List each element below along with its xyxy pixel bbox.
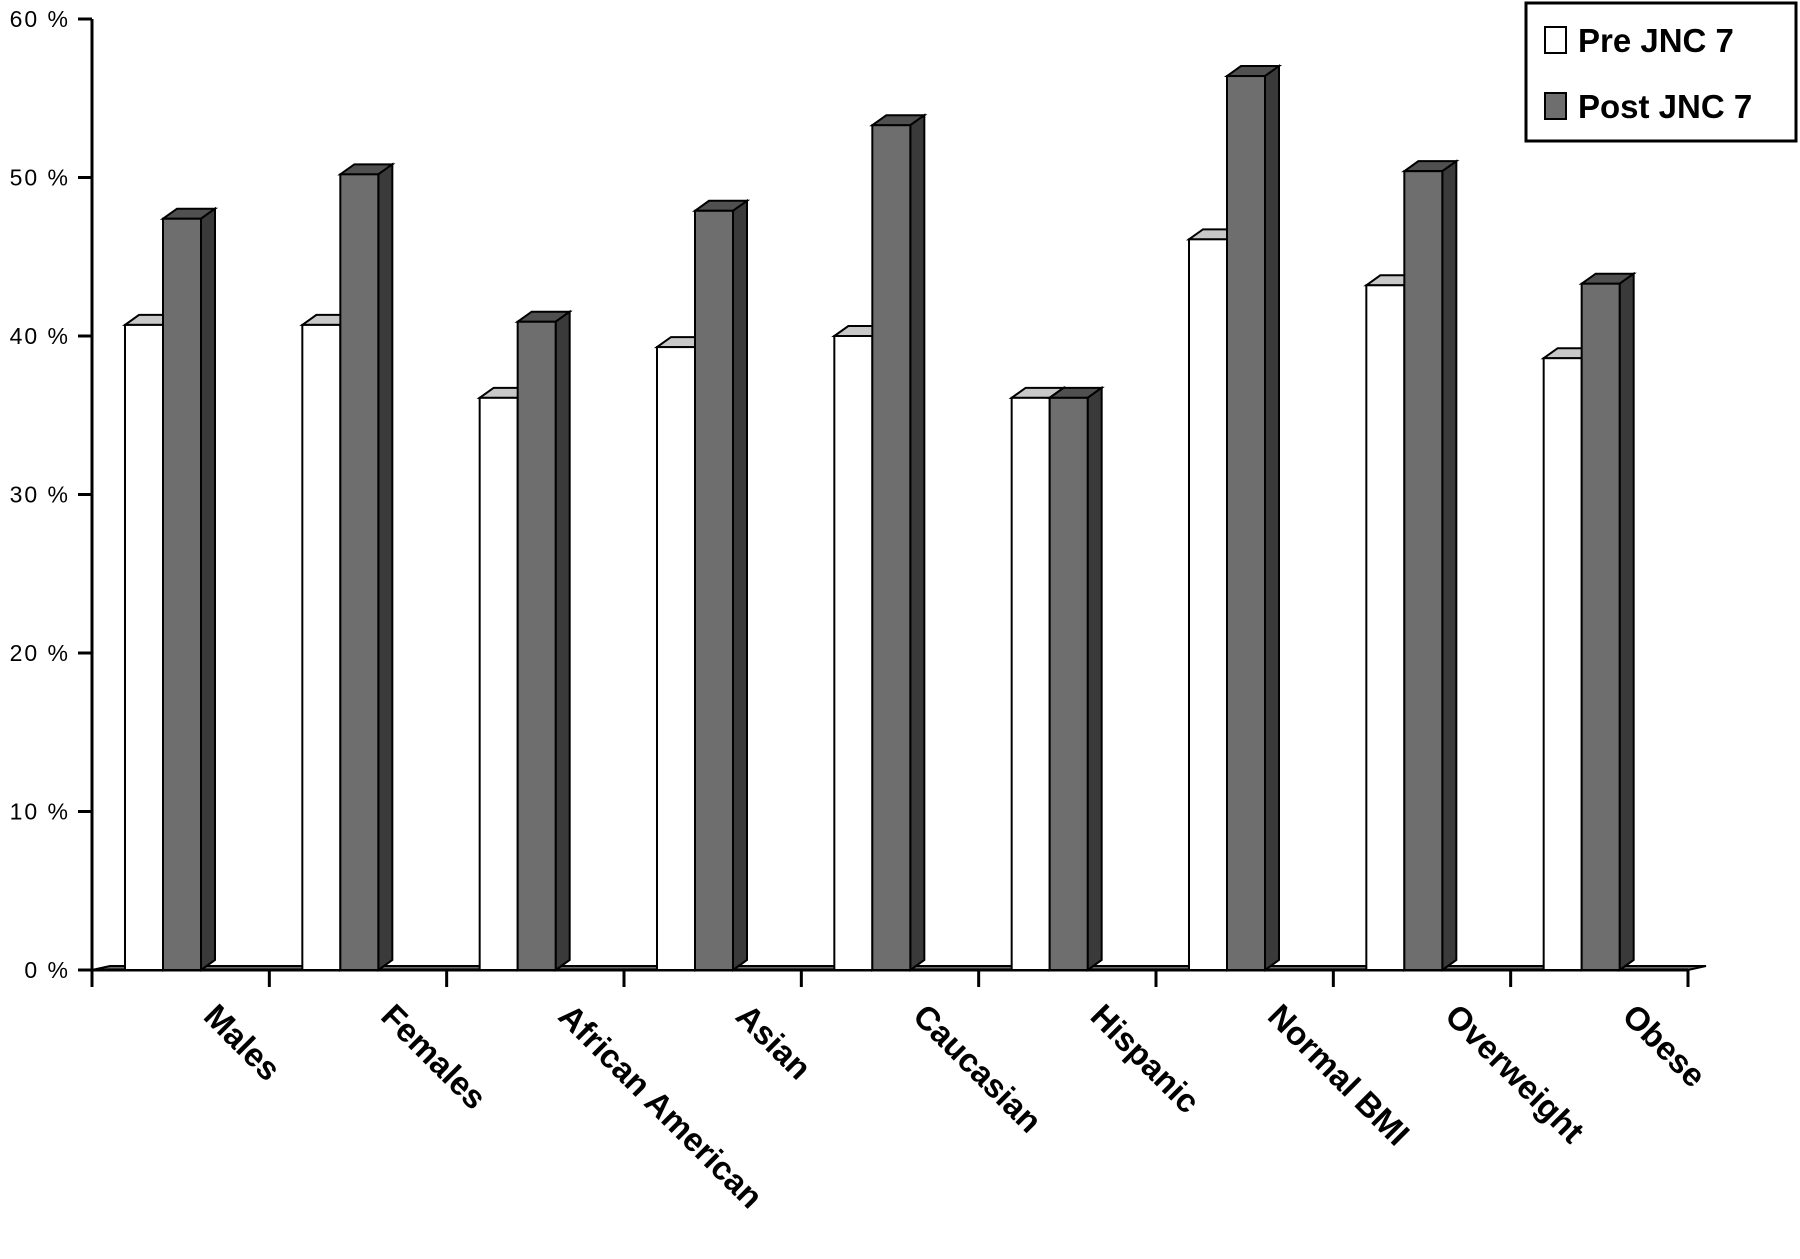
bar-pre-front	[478, 396, 519, 971]
x-category-label: Caucasian	[906, 997, 1049, 1140]
bar-pre-front	[1542, 357, 1583, 971]
bar-post-side	[1264, 64, 1280, 972]
legend-label-post: Post JNC 7	[1578, 88, 1752, 125]
bar-post-front	[1403, 170, 1444, 972]
legend-box	[1524, 1, 1798, 143]
bar-post-front	[1580, 282, 1621, 971]
y-tick-label: 60 %	[10, 6, 70, 32]
bar-post	[1578, 271, 1637, 972]
bar-post-front	[871, 124, 912, 971]
bar-post	[337, 162, 396, 972]
legend-label-pre: Pre JNC 7	[1578, 22, 1734, 59]
bar-post-front	[1226, 75, 1266, 971]
bar-post	[869, 113, 928, 972]
y-tick-label: 30 %	[10, 482, 70, 508]
bar-pre-front	[656, 346, 696, 972]
x-category-label: Asian	[729, 997, 819, 1087]
bar-post-side	[377, 162, 394, 972]
legend-swatch-post	[1544, 92, 1567, 120]
y-tick-label: 20 %	[10, 640, 70, 666]
x-category-label: Hispanic	[1084, 997, 1207, 1120]
bar-post-side	[1086, 385, 1103, 972]
y-tick-label: 0 %	[24, 957, 70, 983]
bar-post	[691, 198, 751, 972]
bar-post-front	[516, 320, 557, 971]
bar-pre-front	[124, 323, 164, 971]
bar-post-side	[1618, 271, 1635, 972]
bar-pre-front	[1188, 238, 1228, 971]
bar-post-side	[909, 113, 926, 972]
x-category-label: Normal BMI	[1261, 997, 1417, 1153]
bar-pre-front	[1010, 396, 1051, 971]
bar-pre-front	[833, 335, 874, 971]
bar-post	[1046, 385, 1105, 972]
y-tick-label: 10 %	[10, 799, 70, 825]
bar-post-side	[554, 309, 571, 972]
bar-post-front	[1048, 396, 1089, 971]
legend-swatch-pre	[1544, 26, 1567, 54]
x-category-label: Females	[374, 997, 494, 1117]
bar-post	[514, 309, 573, 972]
bar-post-side	[1441, 159, 1458, 972]
bar-post	[1401, 159, 1460, 972]
bars	[121, 64, 1637, 972]
x-category-label: Males	[197, 997, 288, 1088]
bar-post-side	[200, 206, 216, 972]
x-category-label: Overweight	[1438, 997, 1591, 1150]
bar-post-front	[339, 173, 380, 971]
bar-post-front	[162, 217, 202, 971]
x-category-label: Obese	[1616, 997, 1714, 1095]
bar-pre-front	[301, 323, 342, 971]
y-tick-label: 40 %	[10, 323, 70, 349]
bar-post	[1223, 64, 1283, 972]
legend: Pre JNC 7 Post JNC 7	[1524, 1, 1798, 143]
bar-pre-front	[1365, 284, 1406, 971]
bar-post-front	[694, 209, 734, 972]
bar-post	[159, 206, 219, 972]
bar-post-side	[732, 198, 748, 972]
y-tick-label: 50 %	[10, 165, 70, 191]
